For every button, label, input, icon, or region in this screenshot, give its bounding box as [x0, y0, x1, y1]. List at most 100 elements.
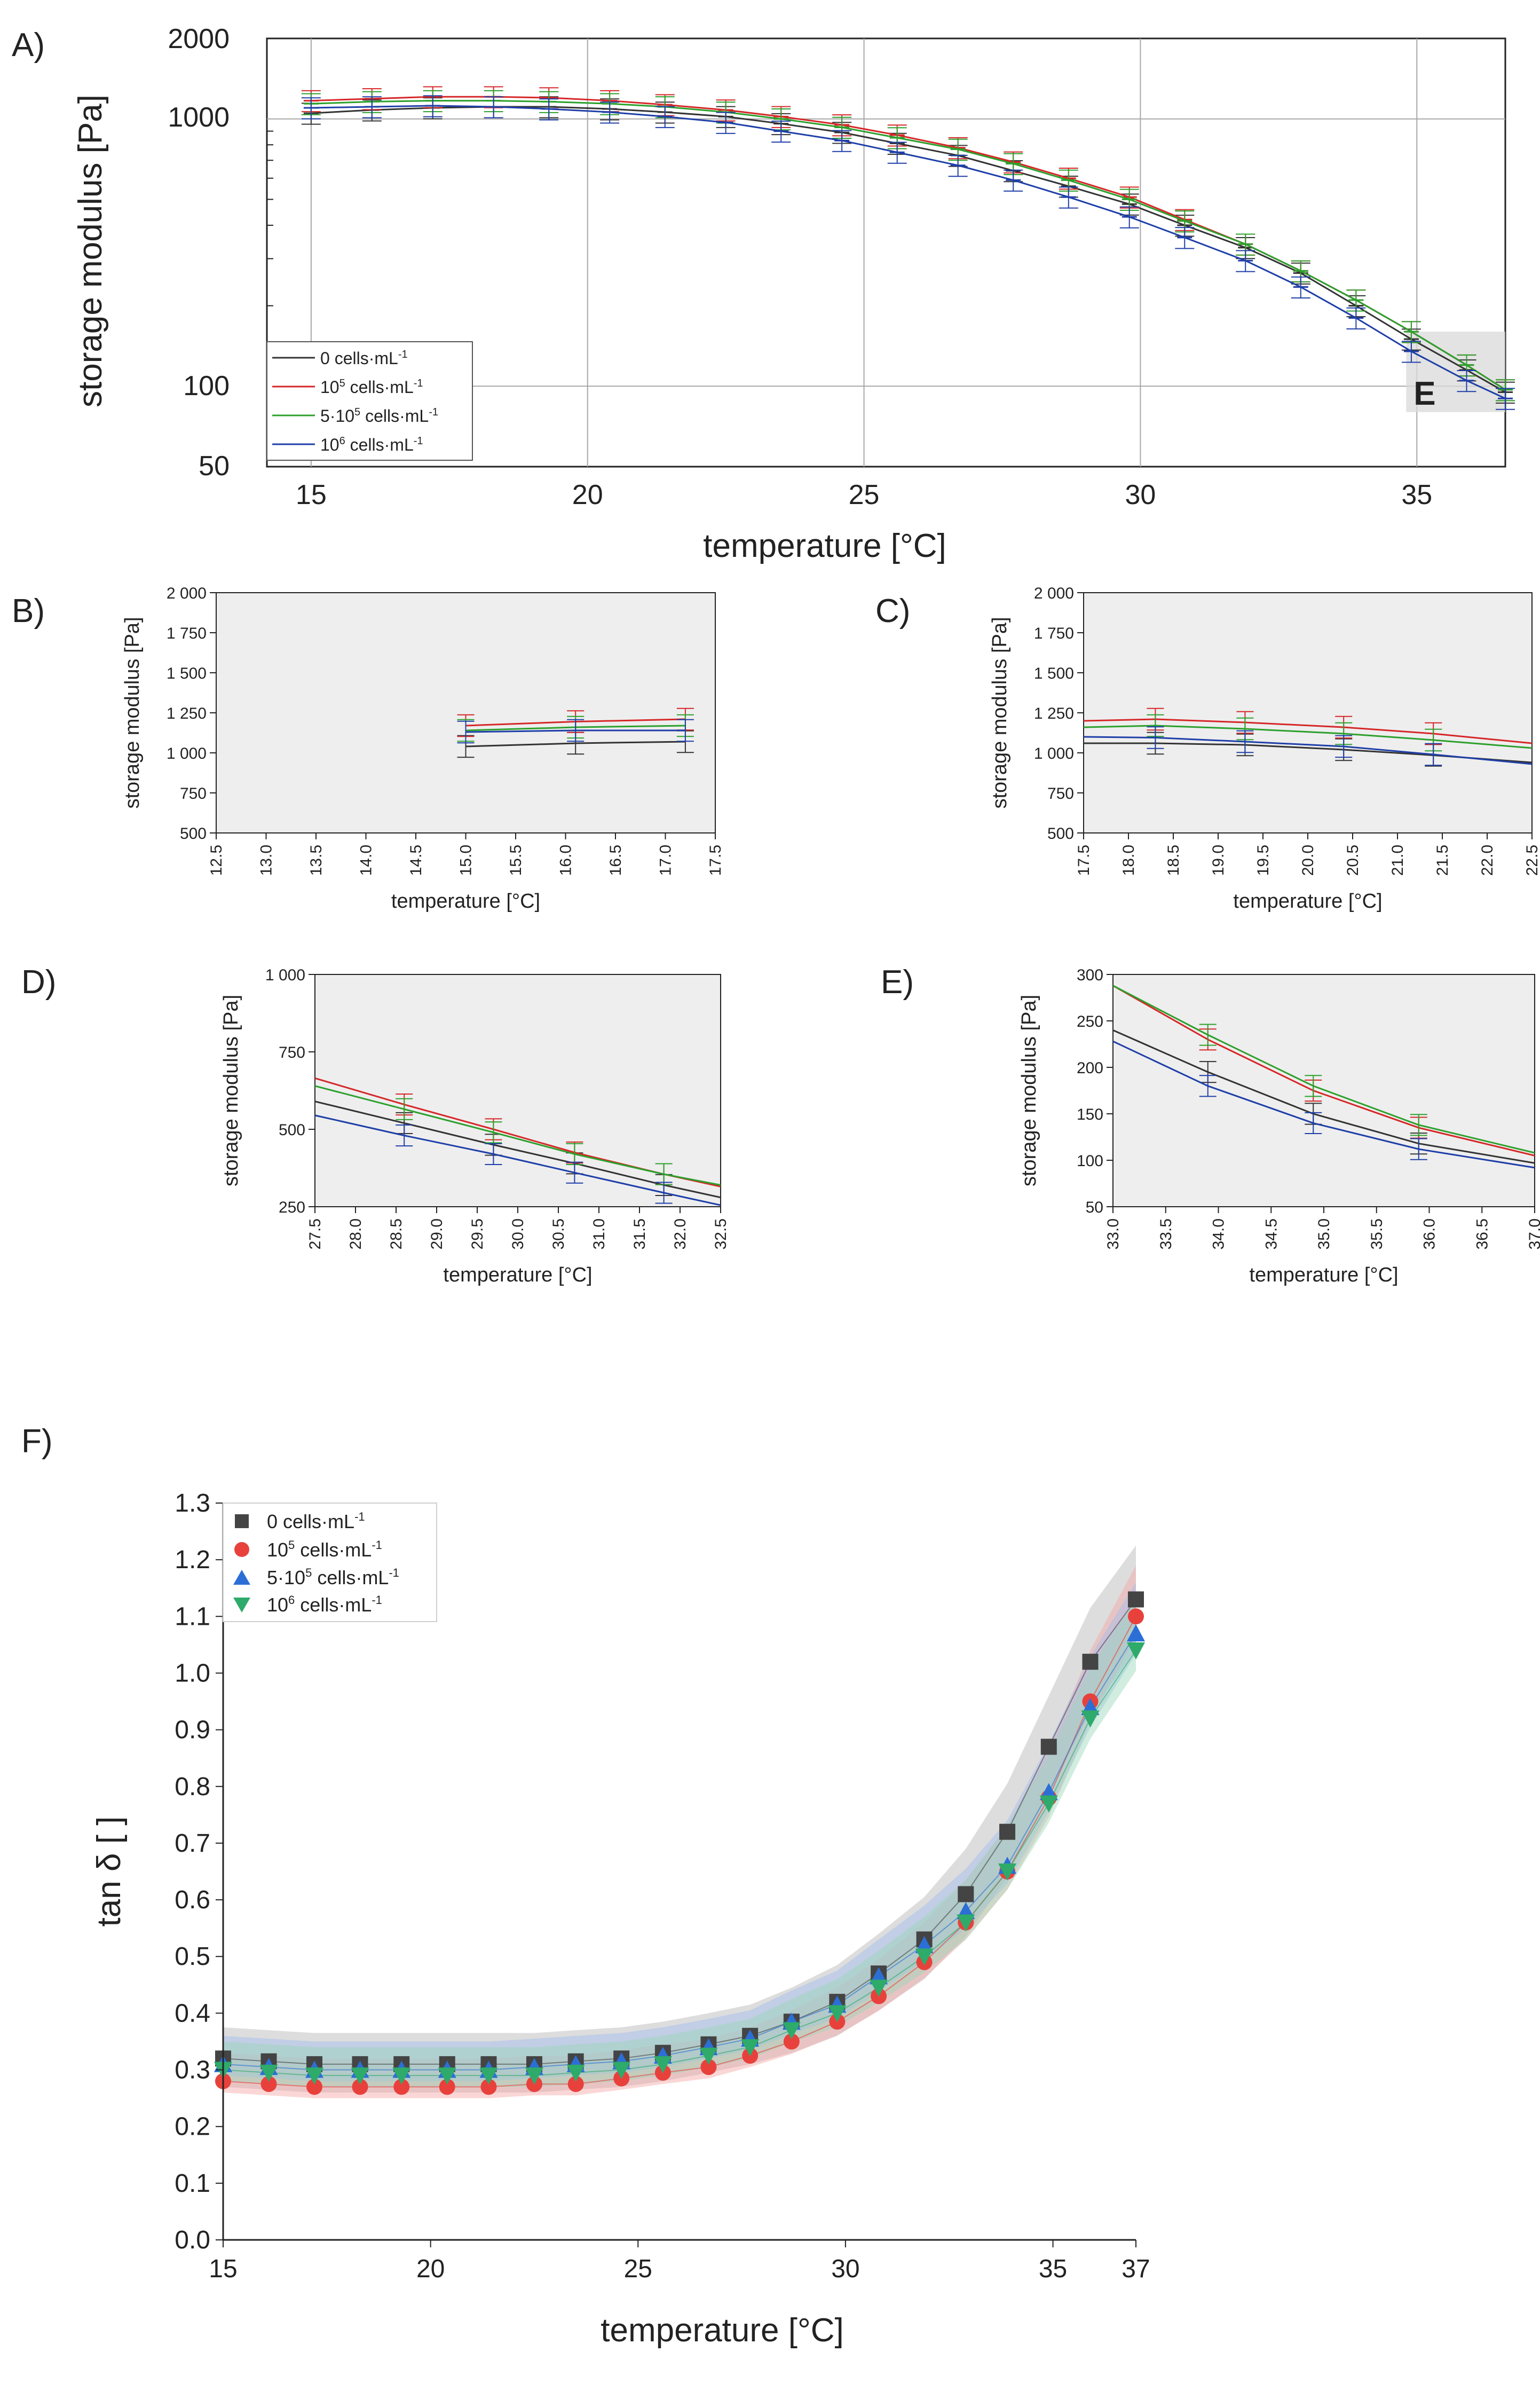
legend-f-label-1: 105 cells·mL-1 [267, 1538, 382, 1561]
panel-b-xtick: 16.0 [557, 845, 575, 876]
panel-a-xtick: 25 [849, 479, 880, 510]
panel-c-ytick: 750 [1047, 785, 1074, 803]
panel-a-series [301, 86, 1515, 410]
panel-b-ytick: 1 750 [167, 625, 207, 642]
panel-c-x-axis-title: temperature [°C] [1233, 890, 1382, 913]
panel-c-ytick: 2 000 [1034, 585, 1074, 602]
panel-a-x-axis-title: temperature [°C] [703, 528, 946, 564]
panel-b-ytick: 500 [180, 825, 207, 843]
panel-f-ytick: 0.5 [175, 1942, 210, 1971]
panel-f-axes: 0.0 0.1 0.2 0.3 0.4 0.5 0.6 0.7 0.8 0.9 1.0 1.1 1.2 1… [91, 1489, 1150, 2349]
panel-b-x-axis-title: temperature [°C] [391, 890, 540, 913]
panel-b-xtick: 15.5 [507, 845, 525, 876]
panel-f-point-circle [352, 2079, 368, 2095]
panel-a-frame [266, 37, 1506, 468]
panel-f-confidence-bands [223, 1545, 1136, 2098]
panel-c-ytick: 1 250 [1034, 705, 1074, 722]
panel-e-ytick: 50 [1086, 1199, 1103, 1216]
panel-label-f: F) [21, 1423, 53, 1460]
panel-f-point-triangle-down [1039, 1795, 1058, 1813]
legend-marker-triangle-down [233, 1598, 250, 1613]
panel-e-ytick: 250 [1077, 1013, 1103, 1031]
panel-f-band-2 [223, 1582, 1136, 2081]
panel-b-xtick: 17.0 [657, 845, 675, 876]
panel-f-point-triangle-down [438, 2067, 456, 2085]
panel-b-frame [216, 592, 716, 833]
panel-b-xtick: 15.0 [457, 845, 475, 876]
panel-c-xtick: 21.0 [1389, 845, 1407, 876]
panel-label-c: C) [875, 593, 910, 630]
panel-f-point-triangle-down [699, 2048, 718, 2065]
panel-f-fit-line-2 [223, 1633, 1136, 2071]
panel-f-point-circle [1128, 1608, 1144, 1625]
panel-f-point-square [1082, 1654, 1099, 1670]
panel-e-xtick: 36.5 [1473, 1218, 1491, 1249]
panel-e-xtick: 33.0 [1104, 1218, 1122, 1249]
panel-f-ytick: 0.6 [175, 1886, 210, 1914]
panel-a-ytick: 2000 [168, 23, 230, 54]
panel-f-fit-line-0 [223, 1599, 1136, 2065]
panel-f-ytick: 0.0 [175, 2226, 210, 2254]
panel-c-ytick: 500 [1047, 825, 1074, 843]
panel-e-xtick: 36.0 [1421, 1218, 1439, 1249]
panel-d-series-line-2 [315, 1085, 721, 1186]
panel-f-ytick: 0.8 [175, 1773, 210, 1801]
panel-e-xtick: 34.0 [1210, 1218, 1228, 1249]
panel-a-ticks: 2000 1000 100 50 15 20 25 30 35 [168, 23, 1432, 510]
panel-c-xtick: 17.5 [1075, 845, 1093, 876]
panel-f-xtick: 20 [416, 2255, 445, 2283]
panel-f-point-triangle-up [1127, 1624, 1145, 1642]
panel-c-series-line-1 [1084, 718, 1532, 744]
panel-c-xtick: 21.5 [1434, 845, 1451, 876]
panel-e-xtick: 37.0 [1526, 1218, 1540, 1249]
panel-b-ytick: 1 250 [167, 705, 207, 722]
panel-f-point-circle [439, 2079, 455, 2095]
legend-label-0: 0 cells·mL-1 [320, 349, 408, 368]
panel-e-y-axis-title: storage modulus [Pa] [1018, 995, 1040, 1186]
legend-marker-circle [234, 1542, 249, 1557]
panel-f-ytick: 1.2 [175, 1546, 210, 1574]
panel-d-xtick: 30.0 [509, 1218, 527, 1249]
panel-b-xtick: 16.5 [607, 845, 625, 876]
panel-e-series [1113, 985, 1535, 1169]
panel-f-point-triangle-down [1081, 1710, 1100, 1728]
panel-d-series-line-0 [315, 1100, 721, 1199]
panel-d-series-line-3 [315, 1114, 721, 1206]
panel-d-y-axis-title: storage modulus [Pa] [220, 995, 242, 1186]
panel-e-ytick: 150 [1077, 1106, 1103, 1123]
panel-f-point-triangle-down [957, 1914, 975, 1932]
panel-f-point-triangle-down [741, 2039, 760, 2057]
panel-a-ytick: 1000 [168, 102, 230, 133]
panel-a-xtick: 35 [1401, 479, 1432, 510]
panel-c-series-line-3 [1084, 736, 1532, 765]
legend-label-3: 106 cells·mL-1 [320, 435, 423, 454]
panel-f-point-triangle-down [351, 2067, 369, 2085]
panel-a-ytick: 100 [183, 371, 230, 402]
panel-label-a: A) [12, 27, 45, 64]
panel-b-xtick: 14.5 [407, 845, 425, 876]
panel-f-fit-line-3 [223, 1650, 1136, 2077]
panel-f-point-circle [700, 2059, 717, 2075]
panel-e-xtick: 35.5 [1368, 1218, 1386, 1249]
panel-f-point-triangle-down [870, 1979, 888, 1997]
panel-f-point-square [958, 1886, 974, 1902]
panel-b-xtick: 13.0 [258, 845, 275, 876]
panel-e-ytick: 300 [1077, 966, 1103, 984]
panel-b-xtick: 17.5 [707, 845, 724, 876]
panel-b-ytick: 2 000 [167, 585, 207, 602]
legend-label-2: 5·105 cells·mL-1 [320, 406, 438, 426]
panel-b-ytick: 1 500 [167, 665, 207, 682]
panel-d-xtick: 32.0 [672, 1218, 689, 1249]
panel-f-plot: 0.0 0.1 0.2 0.3 0.4 0.5 0.6 0.7 0.8 0.9 1.0 1.1 1.2 1… [91, 1489, 1150, 2349]
panel-a-ytick: 50 [199, 451, 230, 482]
panel-f-band-0 [223, 1545, 1136, 2093]
legend-marker-square [235, 1514, 249, 1528]
panel-f-point-triangle-down [392, 2067, 411, 2085]
panel-a-legend-box [266, 341, 473, 461]
panel-e-plot: 50 100 150 200 250 300 33.0 33.5 34.0 34.5 35.0 35.… [1018, 966, 1540, 1286]
panel-c-xtick: 22.0 [1479, 845, 1496, 876]
panel-f-point-triangle-down [998, 1863, 1017, 1881]
panel-d-xtick: 31.5 [631, 1218, 649, 1249]
panel-d-xtick: 29.0 [428, 1218, 446, 1249]
